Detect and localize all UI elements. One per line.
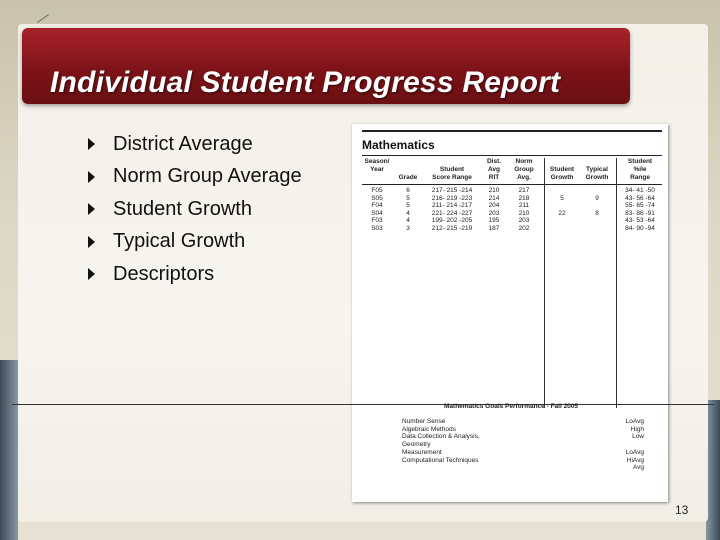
cell-norm: 217 (518, 187, 530, 194)
cell-norm: 210 (518, 209, 530, 217)
header-growth: Student Growth (549, 166, 575, 181)
bullet-item: District Average (88, 128, 302, 161)
header-season: Season/ Year (364, 158, 390, 173)
cell-norm: 218 (518, 194, 530, 202)
cell-grade: 5 (406, 202, 410, 210)
cell-grade: 6 (406, 187, 410, 194)
goal-name: Measurement (402, 448, 442, 456)
bullet-arrow-icon (88, 170, 95, 183)
cell-dist: 187 (488, 225, 500, 232)
goal-row: Data Collection & Analysis, Low (402, 433, 644, 441)
goal-row: Measurement LoAvg (402, 449, 644, 457)
bullet-arrow-icon (88, 138, 95, 151)
goal-row: Algebraic Methods High (402, 426, 644, 434)
goal-name: Data Collection & Analysis, (402, 433, 480, 441)
right-edge-decoration (706, 400, 720, 540)
goal-level: Avg (632, 464, 644, 472)
column-divider (616, 158, 617, 408)
goals-title: Mathematics Goals Performance - Fall 200… (444, 403, 579, 410)
goal-level: LoAvg (625, 448, 644, 456)
cell-season: S03 (371, 225, 383, 232)
goal-row: Avg (402, 464, 644, 472)
cell-season: F04 (371, 202, 383, 210)
cell-dist: 204 (488, 202, 500, 210)
bullet-item: Norm Group Average (88, 161, 302, 194)
goal-level: Low (632, 433, 644, 441)
goal-level: High (630, 425, 644, 433)
bullet-item: Typical Growth (88, 226, 302, 259)
cell-pctile: 83- 86 -91 (625, 209, 655, 217)
column-divider (544, 158, 545, 408)
cell-pctile: 34- 41 -50 (625, 187, 655, 194)
bullet-arrow-icon (88, 203, 95, 216)
cell-dist: 195 (488, 217, 500, 225)
cell-dist: 214 (488, 194, 500, 202)
cell-norm: 203 (518, 217, 530, 225)
cell-score: 199- 202 -205 (431, 217, 473, 225)
bullet-text: Descriptors (113, 262, 215, 285)
cell-dist: 203 (488, 209, 500, 217)
bullet-arrow-icon (88, 268, 95, 281)
goal-name: Computational Techniques (402, 456, 479, 464)
bullet-text: District Average (113, 132, 253, 155)
report-top-rule (362, 130, 662, 132)
cell-score: 221- 224 -227 (431, 209, 473, 217)
left-edge-decoration (0, 360, 18, 540)
goal-row: Number Sense LoAvg (402, 418, 644, 426)
cell-growth: 5 (560, 194, 564, 202)
bullet-item: Descriptors (88, 258, 302, 291)
slide-title: Individual Student Progress Report (50, 66, 561, 99)
cell-season: S05 (371, 194, 383, 202)
cell-typical: 8 (595, 209, 599, 217)
cell-score: 211- 214 -217 (432, 202, 472, 210)
cell-pctile: 84- 90 -94 (625, 225, 655, 232)
report-title-rule (362, 155, 662, 156)
bullet-text: Typical Growth (113, 230, 246, 253)
cell-typical: 9 (595, 194, 599, 202)
bullet-arrow-icon (88, 235, 95, 248)
header-norm: Norm Group Avg. (514, 158, 534, 181)
cell-pctile: 43- 56 -64 (625, 194, 655, 202)
goal-name: Geometry (402, 441, 431, 449)
cell-score: 212- 215 -219 (431, 225, 473, 232)
goal-name: Algebraic Methods (402, 425, 456, 433)
cell-season: S04 (371, 209, 383, 217)
bullet-item: Student Growth (88, 193, 302, 226)
bullet-list: District Average Norm Group Average Stud… (88, 128, 302, 291)
goals-rule (12, 404, 714, 405)
page-number: 13 (675, 503, 689, 517)
report-image: Mathematics Season/ Year Grade Student S… (352, 124, 668, 502)
cell-pctile: 55- 65 -74 (625, 202, 655, 210)
cell-norm: 202 (518, 225, 530, 232)
cell-score: 217- 215 -214 (431, 187, 473, 194)
header-dist: Dist. Avg RIT (486, 158, 502, 181)
goal-level: LoAvg (625, 418, 644, 425)
report-subject: Mathematics (362, 138, 435, 152)
cell-norm: 211 (518, 202, 530, 210)
goal-row: Computational Techniques HiAvg (402, 457, 644, 465)
bullet-text: Student Growth (113, 197, 252, 220)
goal-name: Number Sense (402, 418, 446, 425)
cell-grade: 4 (406, 217, 410, 225)
header-grade: Grade (398, 174, 418, 181)
header-rule (362, 184, 662, 185)
header-pctile: Student %ile Range (627, 158, 653, 181)
cell-grade: 5 (406, 194, 410, 202)
cell-growth: 22 (558, 209, 566, 217)
goal-level: HiAvg (626, 456, 644, 464)
goal-row: Geometry (402, 441, 644, 449)
cell-season: F03 (371, 217, 383, 225)
cell-dist: 210 (488, 187, 500, 194)
bullet-text: Norm Group Average (113, 165, 302, 188)
cell-score: 216- 219 -223 (431, 194, 473, 202)
cell-season: F05 (371, 187, 383, 194)
header-typical: Typical Growth (585, 166, 609, 181)
header-score: Student Score Range (432, 166, 472, 181)
cell-pctile: 43- 53 -64 (625, 217, 655, 225)
cell-grade: 4 (406, 209, 410, 217)
title-bar (22, 28, 630, 104)
cell-grade: 3 (406, 225, 410, 232)
